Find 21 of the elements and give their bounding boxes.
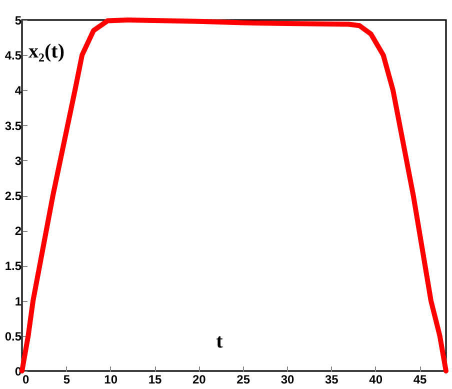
x-tick-label: 25 xyxy=(236,372,250,386)
y-tick-label: 2 xyxy=(14,224,22,238)
x-tick-label: 30 xyxy=(280,372,294,386)
y-tick-label: 4 xyxy=(14,84,22,98)
x-tick-label: 15 xyxy=(148,372,162,386)
y-tick-label: 1 xyxy=(14,294,22,308)
y-tick-label: 1.5 xyxy=(4,259,22,274)
x-tick-label: 45 xyxy=(413,372,427,386)
y-tick-label: 3.5 xyxy=(4,118,22,133)
x-tick-label: 5 xyxy=(63,372,70,386)
x-axis-title: t xyxy=(216,330,224,352)
y-tick-label: 3 xyxy=(14,154,22,168)
y-tick-label: 5 xyxy=(14,14,22,28)
x-tick-label: 35 xyxy=(324,372,339,386)
y-tick-label: 2.5 xyxy=(4,189,22,203)
x-tick-label: 40 xyxy=(369,372,383,386)
x-tick-label: 10 xyxy=(104,372,118,386)
y-tick-label: 0.5 xyxy=(4,329,22,344)
y-axis-title: x₂(t) xyxy=(28,40,64,62)
x-tick-label: 20 xyxy=(192,372,206,386)
y-tick-label: 4.5 xyxy=(4,48,22,63)
